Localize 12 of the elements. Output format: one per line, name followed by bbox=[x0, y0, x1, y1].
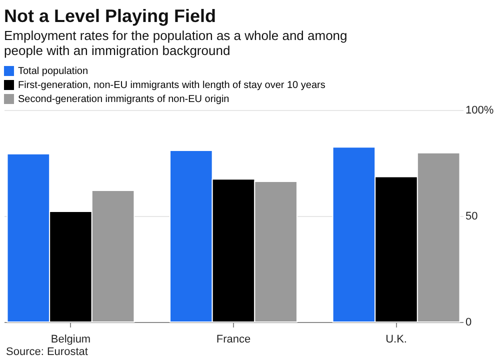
x-tick-label: Belgium bbox=[50, 334, 91, 346]
y-tick-label: 0 bbox=[466, 316, 472, 328]
legend-label: Total population bbox=[18, 66, 88, 77]
chart-title: Not a Level Playing Field bbox=[4, 6, 216, 26]
y-tick-label: 50 bbox=[466, 210, 478, 222]
source-note: Source: Eurostat bbox=[6, 346, 88, 358]
legend-label: First-generation, non-EU immigrants with length of stay over 10 years bbox=[18, 80, 326, 91]
x-tick-label: France bbox=[216, 334, 251, 346]
y-tick-label: 100% bbox=[466, 104, 494, 116]
chart-subtitle: Employment rates for the population as a whole and among people with an immigration background bbox=[4, 28, 348, 58]
x-tick-label: U.K. bbox=[386, 334, 407, 346]
legend-label: Second-generation immigrants of non-EU origin bbox=[18, 94, 230, 105]
